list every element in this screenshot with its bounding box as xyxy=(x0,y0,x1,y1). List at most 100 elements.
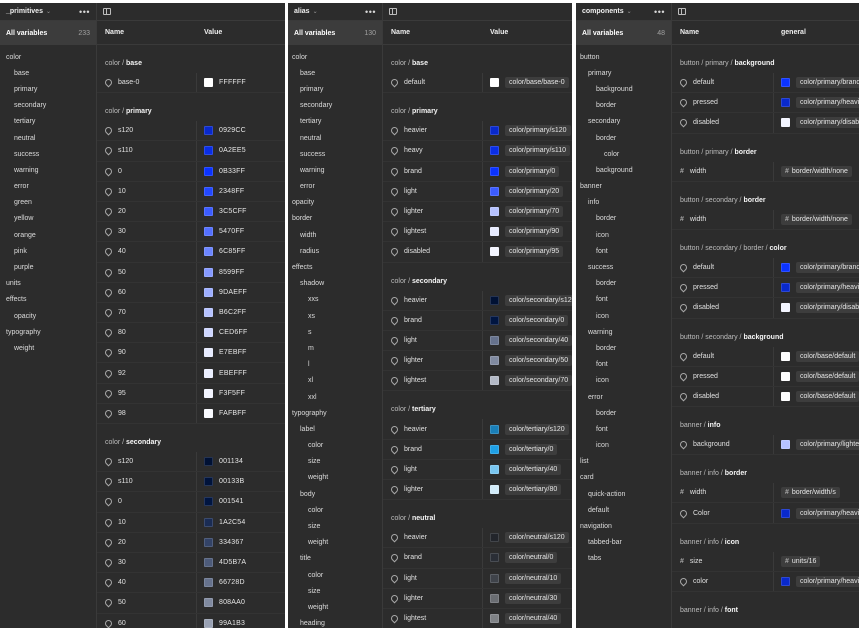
variable-value-cell[interactable]: color/primary/heavier xyxy=(773,571,859,591)
variable-value-cell[interactable]: # border/width/s xyxy=(773,483,840,503)
table-row[interactable]: heavier color/secondary/s120 xyxy=(383,290,572,311)
variable-name-cell[interactable]: lighter xyxy=(383,593,423,604)
variable-value-cell[interactable]: B6C2FF xyxy=(196,302,246,323)
chevron-down-icon[interactable]: ⌄ xyxy=(45,9,51,15)
sidebar-item-xs[interactable]: xs xyxy=(308,312,315,320)
color-swatch[interactable] xyxy=(490,78,499,88)
hex-value[interactable]: 1A2C54 xyxy=(219,518,246,526)
hex-value[interactable]: 5470FF xyxy=(219,228,245,236)
table-row[interactable]: default color/base/base-0 xyxy=(383,73,572,94)
variable-value-cell[interactable]: color/primary/20 xyxy=(482,181,564,201)
sidebar-item-s[interactable]: s xyxy=(308,328,312,336)
alias-chip[interactable]: color/primary/s120 xyxy=(505,125,571,137)
color-swatch[interactable] xyxy=(204,207,213,217)
sidebar-item-neutral[interactable]: neutral xyxy=(14,134,36,142)
color-swatch[interactable] xyxy=(204,328,213,338)
variable-name-cell[interactable]: lightest xyxy=(383,613,426,624)
variable-value-cell[interactable]: # units/16 xyxy=(773,551,821,571)
table-row[interactable]: heavier color/neutral/s120 xyxy=(383,528,572,549)
color-swatch[interactable] xyxy=(204,598,213,608)
table-row[interactable]: disabled color/primary/95 xyxy=(383,242,572,263)
sidebar-item-l[interactable]: l xyxy=(308,361,310,369)
variable-name-cell[interactable]: lightest xyxy=(383,375,426,386)
alias-chip[interactable]: color/primary/brand xyxy=(796,77,859,89)
all-variables-item[interactable]: All variables 233 xyxy=(0,21,96,45)
variable-name-cell[interactable]: 92 xyxy=(97,368,126,378)
variable-value-cell[interactable]: 2348FF xyxy=(196,181,244,201)
table-row[interactable]: lightest color/secondary/70 xyxy=(383,371,572,392)
color-swatch[interactable] xyxy=(781,283,790,293)
variable-value-cell[interactable]: EBEFFF xyxy=(196,363,247,383)
table-row[interactable]: 10 1A2C54 xyxy=(97,512,285,533)
color-swatch[interactable] xyxy=(204,537,213,547)
variable-name-cell[interactable]: # width xyxy=(672,489,706,496)
color-swatch[interactable] xyxy=(490,533,499,543)
sidebar-item-size[interactable]: size xyxy=(308,587,321,595)
alias-chip[interactable]: color/primary/lighter xyxy=(796,439,859,451)
color-swatch[interactable] xyxy=(204,388,213,398)
variable-value-cell[interactable]: FAFBFF xyxy=(196,403,246,423)
variable-value-cell[interactable]: 001134 xyxy=(196,452,243,472)
table-row[interactable]: pressed color/primary/heavier xyxy=(672,93,859,114)
collection-header[interactable]: alias ⌄ ••• xyxy=(288,3,382,21)
color-swatch[interactable] xyxy=(781,391,790,401)
table-row[interactable]: lightest color/neutral/40 xyxy=(383,608,572,628)
color-swatch[interactable] xyxy=(204,457,213,467)
table-row[interactable]: 0 001541 xyxy=(97,492,285,513)
table-row[interactable]: lighter color/secondary/50 xyxy=(383,351,572,372)
table-row[interactable]: 60 99A1B3 xyxy=(97,613,285,628)
table-row[interactable]: background color/primary/lighter xyxy=(672,435,859,456)
variable-value-cell[interactable]: 8599FF xyxy=(196,262,244,282)
sidebar-item-units[interactable]: units xyxy=(6,280,21,288)
color-swatch[interactable] xyxy=(781,508,790,518)
table-row[interactable]: s120 0929CC xyxy=(97,121,285,142)
sidebar-item-effects[interactable]: effects xyxy=(6,296,27,304)
alias-chip[interactable]: color/tertiary/80 xyxy=(505,484,562,496)
alias-chip[interactable]: color/neutral/30 xyxy=(505,592,562,604)
variable-value-cell[interactable]: color/primary/0 xyxy=(482,161,560,181)
sidebar-item-primary[interactable]: primary xyxy=(588,69,612,77)
table-row[interactable]: s110 00133B xyxy=(97,472,285,493)
color-swatch[interactable] xyxy=(781,351,790,361)
variable-value-cell[interactable]: color/primary/heavier xyxy=(773,278,859,298)
variable-value-cell[interactable]: color/secondary/50 xyxy=(482,351,572,371)
variable-value-cell[interactable]: color/primary/brand xyxy=(773,257,859,278)
alias-chip[interactable]: # units/16 xyxy=(781,555,821,567)
variable-name-cell[interactable]: 30 xyxy=(97,226,126,237)
sidebar-item-error[interactable]: error xyxy=(14,183,29,191)
table-row[interactable]: default color/primary/brand xyxy=(672,257,859,279)
sidebar-item-icon[interactable]: icon xyxy=(596,442,609,450)
alias-chip[interactable]: # border/width/none xyxy=(781,213,852,225)
alias-chip[interactable]: color/neutral/10 xyxy=(505,572,562,584)
variable-name-cell[interactable]: pressed xyxy=(672,371,718,382)
alias-chip[interactable]: color/secondary/50 xyxy=(505,355,572,367)
hex-value[interactable]: 6C85FF xyxy=(219,248,246,256)
alias-chip[interactable]: color/primary/90 xyxy=(505,226,564,238)
variable-name-cell[interactable]: 20 xyxy=(97,537,126,548)
color-swatch[interactable] xyxy=(204,186,213,196)
alias-chip[interactable]: color/primary/disabled xyxy=(796,302,859,314)
column-header-value[interactable]: Value xyxy=(204,29,223,36)
sidebar-item-background[interactable]: background xyxy=(596,166,633,174)
hex-value[interactable]: 66728D xyxy=(219,579,245,587)
alias-chip[interactable]: color/neutral/40 xyxy=(505,613,562,625)
sidebar-item-font[interactable]: font xyxy=(596,361,608,369)
table-row[interactable]: s110 0A2EE5 xyxy=(97,141,285,162)
sidebar-item-quick-action[interactable]: quick-action xyxy=(588,490,626,498)
color-swatch[interactable] xyxy=(490,376,499,386)
hex-value[interactable]: 0A2EE5 xyxy=(219,147,246,155)
hex-value[interactable]: 3C5CFF xyxy=(219,208,247,216)
alias-chip[interactable]: color/secondary/40 xyxy=(505,334,572,346)
variable-value-cell[interactable]: color/tertiary/80 xyxy=(482,480,562,500)
sidebar-item-secondary[interactable]: secondary xyxy=(300,102,333,110)
all-variables-item[interactable]: All variables 130 xyxy=(288,21,382,45)
color-swatch[interactable] xyxy=(490,424,499,434)
table-row[interactable]: 0 0B33FF xyxy=(97,161,285,182)
variable-value-cell[interactable]: 66728D xyxy=(196,573,245,593)
variable-value-cell[interactable]: 0B33FF xyxy=(196,161,245,181)
variable-value-cell[interactable]: color/neutral/0 xyxy=(482,548,558,568)
column-header-name[interactable]: Name xyxy=(391,29,411,36)
variable-name-cell[interactable]: default xyxy=(672,77,714,88)
variable-value-cell[interactable]: color/neutral/40 xyxy=(482,608,562,628)
variable-value-cell[interactable]: color/tertiary/0 xyxy=(482,439,558,459)
